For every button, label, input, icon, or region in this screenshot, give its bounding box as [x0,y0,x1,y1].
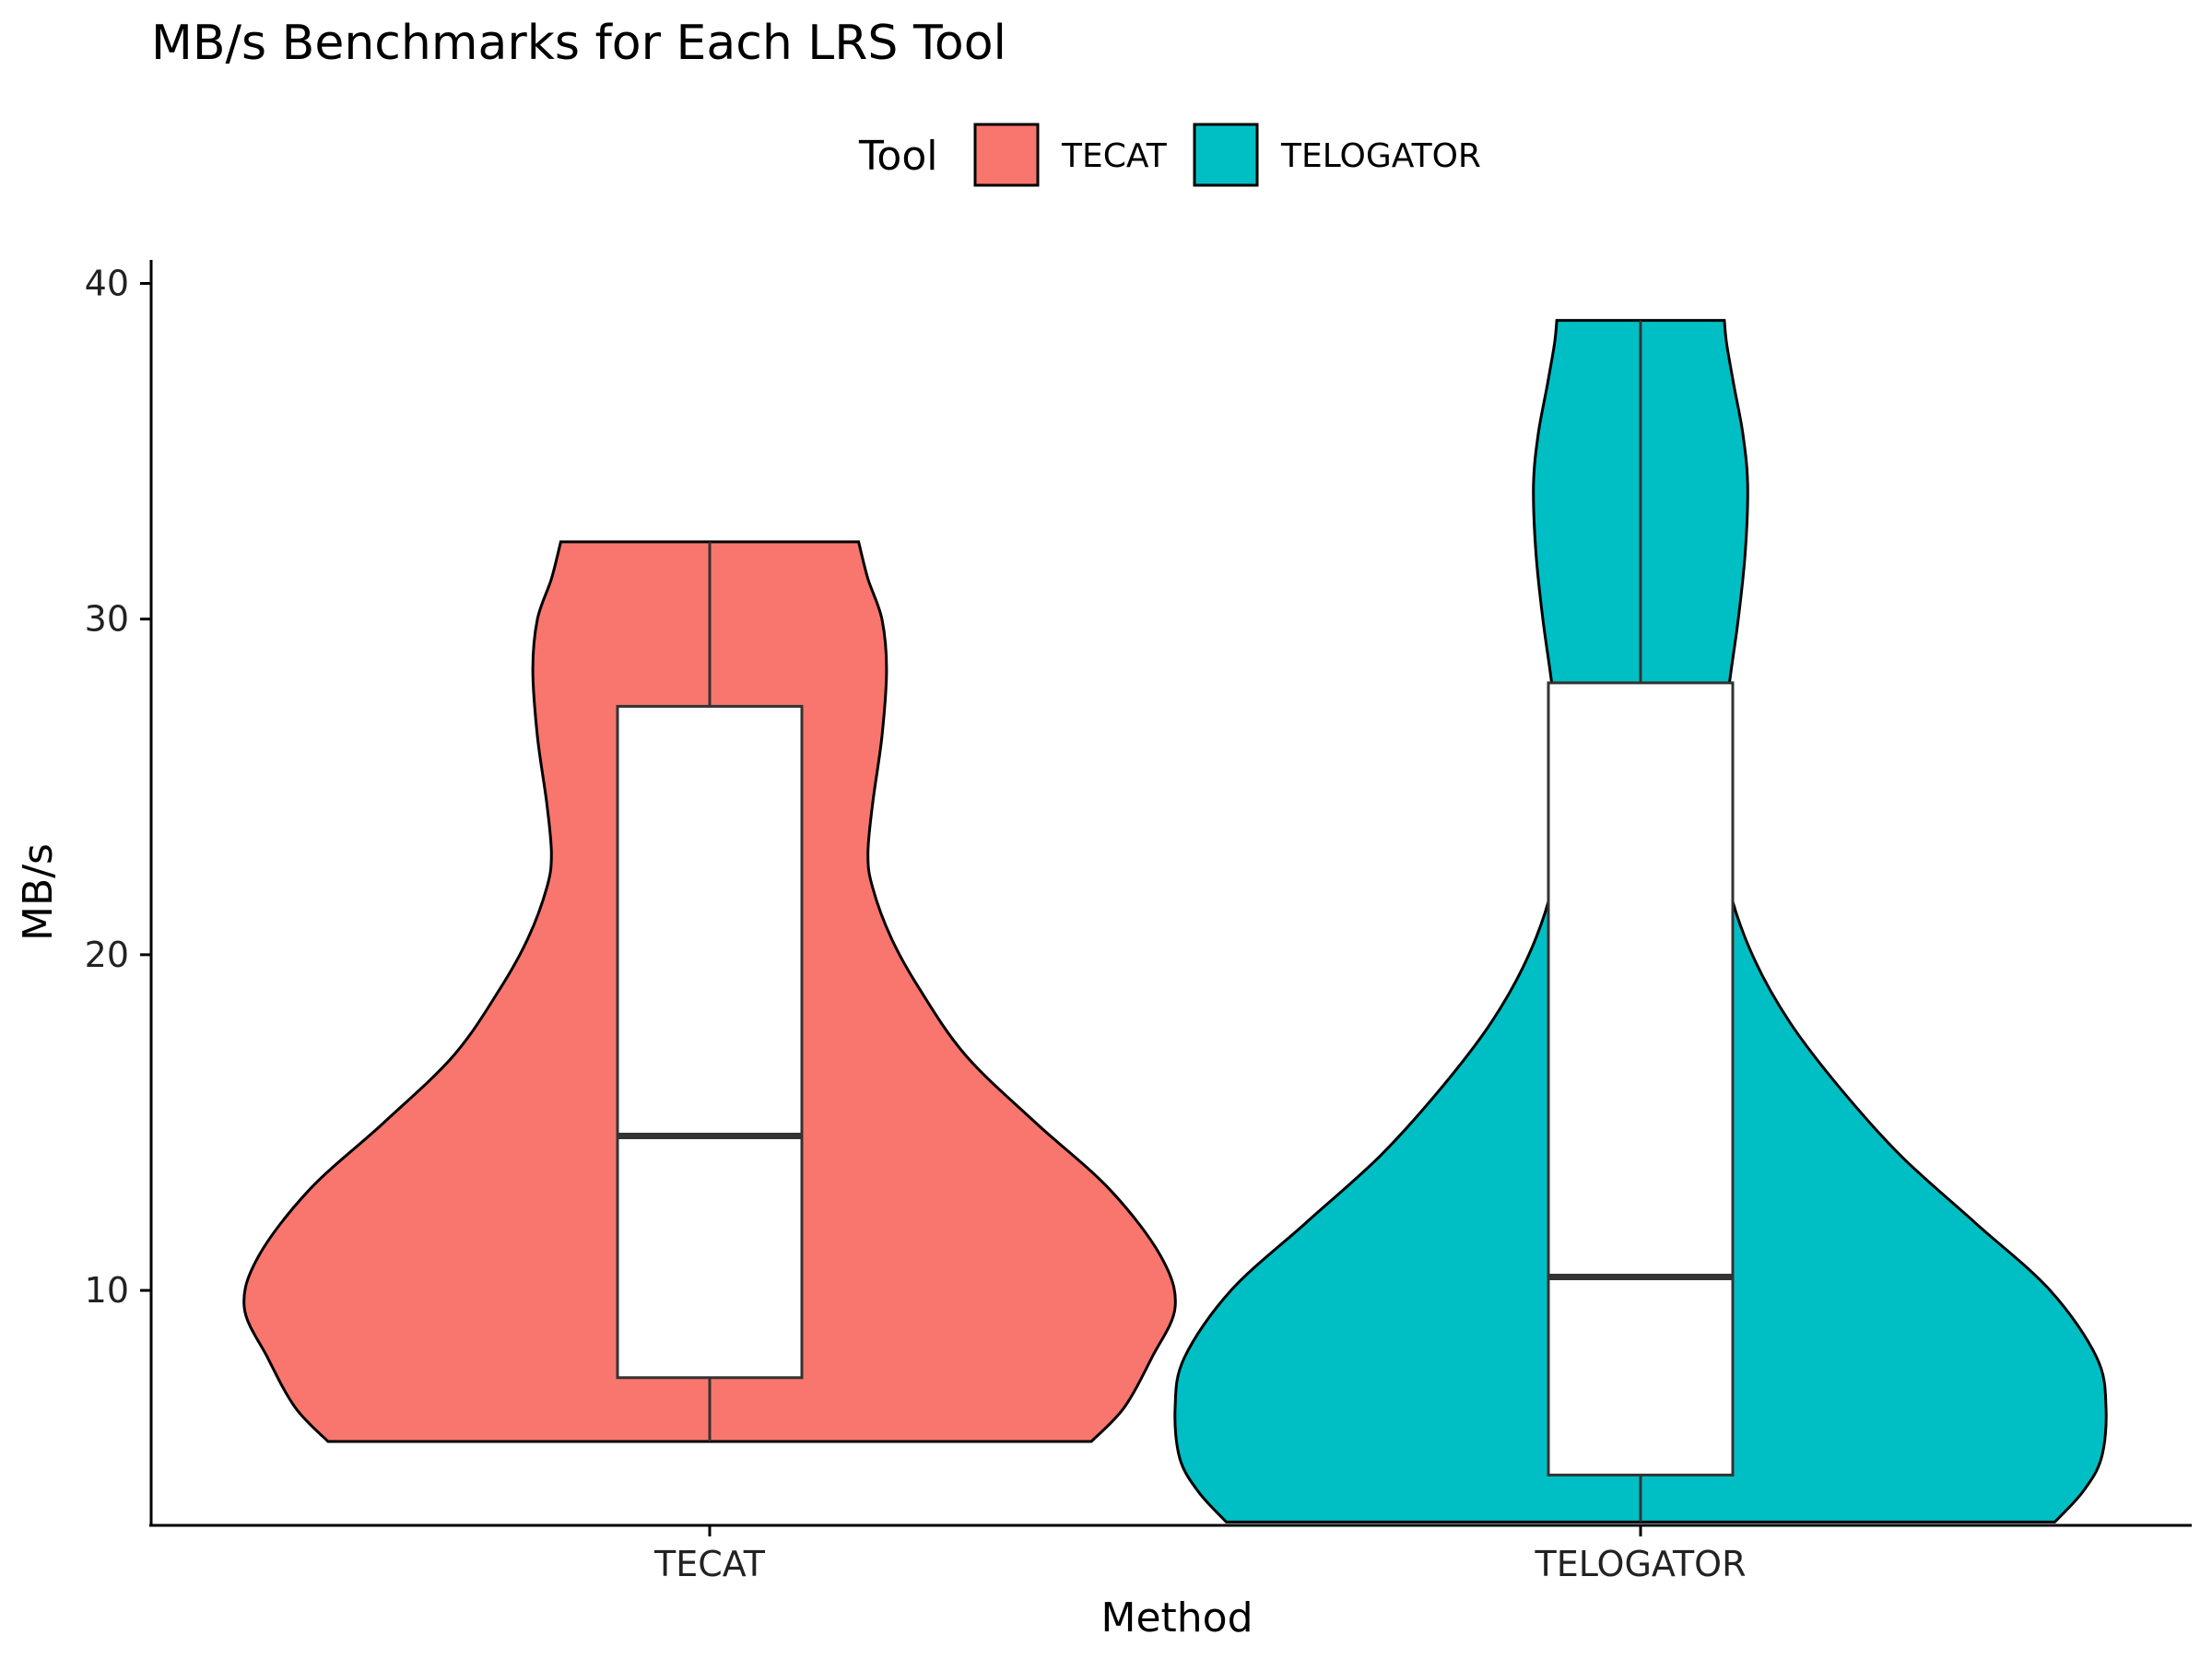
legend-title: Tool [858,133,937,180]
legend-label-tecat: TECAT [1061,137,1168,175]
legend-label-telogator: TELOGATOR [1280,137,1481,175]
x-axis-title: Method [1100,1594,1253,1641]
y-tick-label: 20 [85,935,129,975]
y-axis-title: MB/s [15,843,62,941]
y-axis-ticks: 10 20 30 40 [85,263,151,1311]
legend-key-telogator [1193,123,1259,187]
box-telogator [1547,681,1735,1477]
y-tick-label: 30 [85,599,129,640]
y-tick-label: 10 [85,1270,129,1311]
box-tecat [616,704,804,1380]
x-tick-label: TECAT [653,1544,766,1584]
x-tick-label: TELOGATOR [1535,1544,1747,1584]
plot-area [242,319,2108,1524]
x-axis-ticks: TECAT TELOGATOR [653,1525,1746,1584]
legend: Tool TECAT TELOGATOR [858,123,1481,187]
legend-key-tecat [973,123,1040,187]
chart-title: MB/s Benchmarks for Each LRS Tool [151,16,1006,71]
y-tick-label: 40 [85,263,129,303]
